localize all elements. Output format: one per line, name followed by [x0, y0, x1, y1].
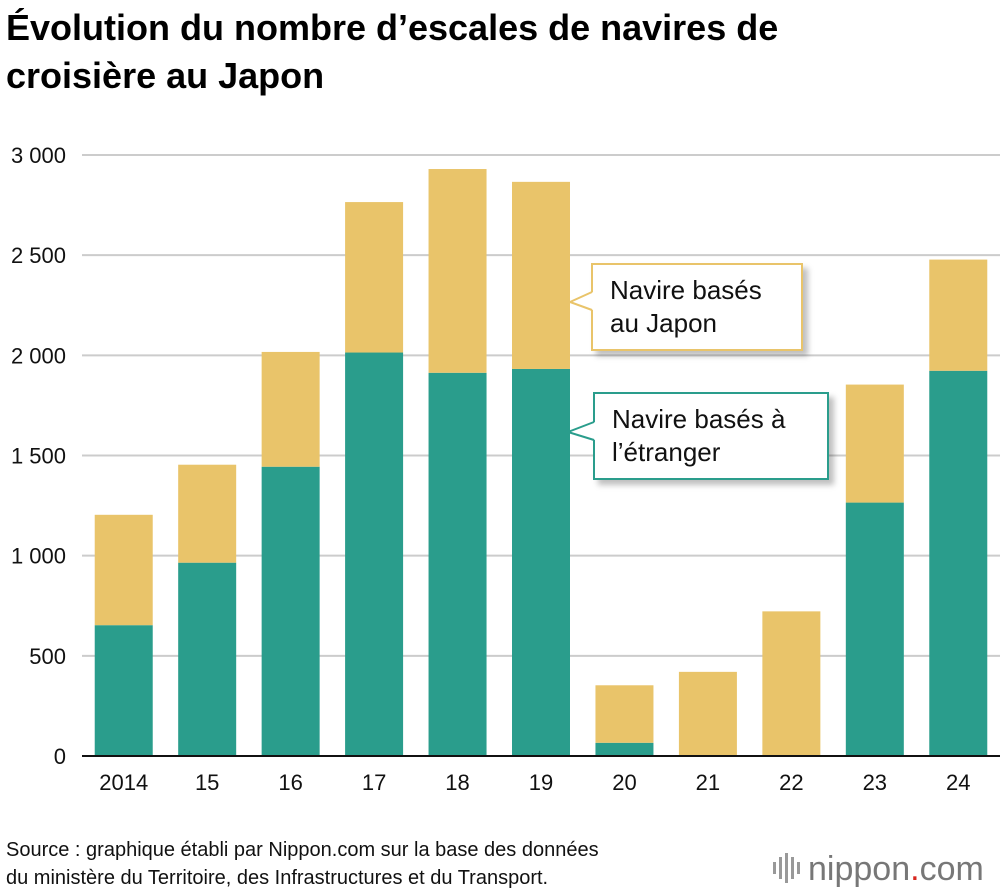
callout-foreign: Navire basés àl’étranger [564, 392, 829, 480]
brand-tld: com [920, 850, 984, 888]
chart-title-line-2: croisière au Japon [6, 55, 324, 96]
x-tick-label: 15 [195, 770, 219, 795]
x-tick-label: 16 [278, 770, 302, 795]
y-tick-label: 3 000 [11, 143, 66, 168]
bar-japan-22 [762, 611, 821, 756]
bar-foreign-2014 [94, 625, 153, 756]
y-axis: 0 500 1 000 1 500 2 000 2 500 3 000 [11, 143, 66, 769]
bar-japan-21 [678, 671, 737, 756]
bar-foreign-15 [178, 562, 237, 756]
callout-pointer [570, 292, 593, 310]
y-tick-label: 2 000 [11, 343, 66, 368]
x-tick-label: 2014 [99, 770, 148, 795]
y-tick-label: 2 500 [11, 243, 66, 268]
callout-box [593, 392, 829, 480]
bar-japan-24 [929, 259, 988, 371]
x-tick-label: 21 [696, 770, 720, 795]
source-line-1: Source : graphique établi par Nippon.com… [6, 839, 599, 861]
callout-pointer [568, 422, 595, 440]
bar-foreign-19 [512, 368, 570, 756]
bar-japan-18 [428, 169, 487, 373]
bar-foreign-23 [845, 502, 904, 756]
bar-japan-17 [345, 202, 404, 353]
y-tick-label: 0 [54, 744, 66, 769]
x-tick-label: 18 [445, 770, 469, 795]
callout-label: Navire basés [610, 275, 762, 305]
y-tick-label: 1 500 [11, 444, 66, 469]
nippon-logo: nippon.com [773, 850, 984, 888]
bar-japan-16 [261, 351, 320, 467]
bars [94, 169, 988, 756]
bar-foreign-20 [595, 742, 654, 756]
x-tick-label: 22 [779, 770, 803, 795]
bar-japan-2014 [94, 514, 153, 626]
brand-dot: . [910, 850, 919, 888]
x-axis: 2014 15 16 17 18 19 20 21 22 23 24 [99, 770, 970, 795]
brand-wordmark: nippon.com [808, 850, 984, 888]
bar-foreign-17 [345, 352, 404, 756]
bar-japan-19 [512, 181, 570, 369]
x-tick-label: 20 [612, 770, 636, 795]
bar-japan-15 [178, 464, 237, 563]
callout-label: au Japon [610, 308, 717, 338]
bar-foreign-16 [261, 466, 320, 756]
callout-pointer-outline [567, 291, 593, 311]
chart-title-line-1: Évolution du nombre d’escales de navires… [6, 7, 778, 48]
callout-label: l’étranger [612, 437, 721, 467]
x-tick-label: 24 [946, 770, 970, 795]
callout-pointer-outline [564, 421, 595, 441]
callout-label: Navire basés à [612, 404, 786, 434]
x-tick-label: 17 [362, 770, 386, 795]
brand-name: nippon [808, 850, 910, 888]
bar-japan-23 [845, 384, 904, 503]
y-tick-label: 500 [29, 644, 66, 669]
x-tick-label: 23 [863, 770, 887, 795]
nippon-logo-mark-icon [773, 853, 800, 883]
y-tick-label: 1 000 [11, 544, 66, 569]
x-tick-label: 19 [529, 770, 553, 795]
bar-japan-20 [595, 685, 654, 743]
bar-foreign-24 [929, 370, 988, 756]
source-line-2: du ministère du Territoire, des Infrastr… [6, 867, 548, 889]
bar-foreign-18 [428, 372, 487, 756]
